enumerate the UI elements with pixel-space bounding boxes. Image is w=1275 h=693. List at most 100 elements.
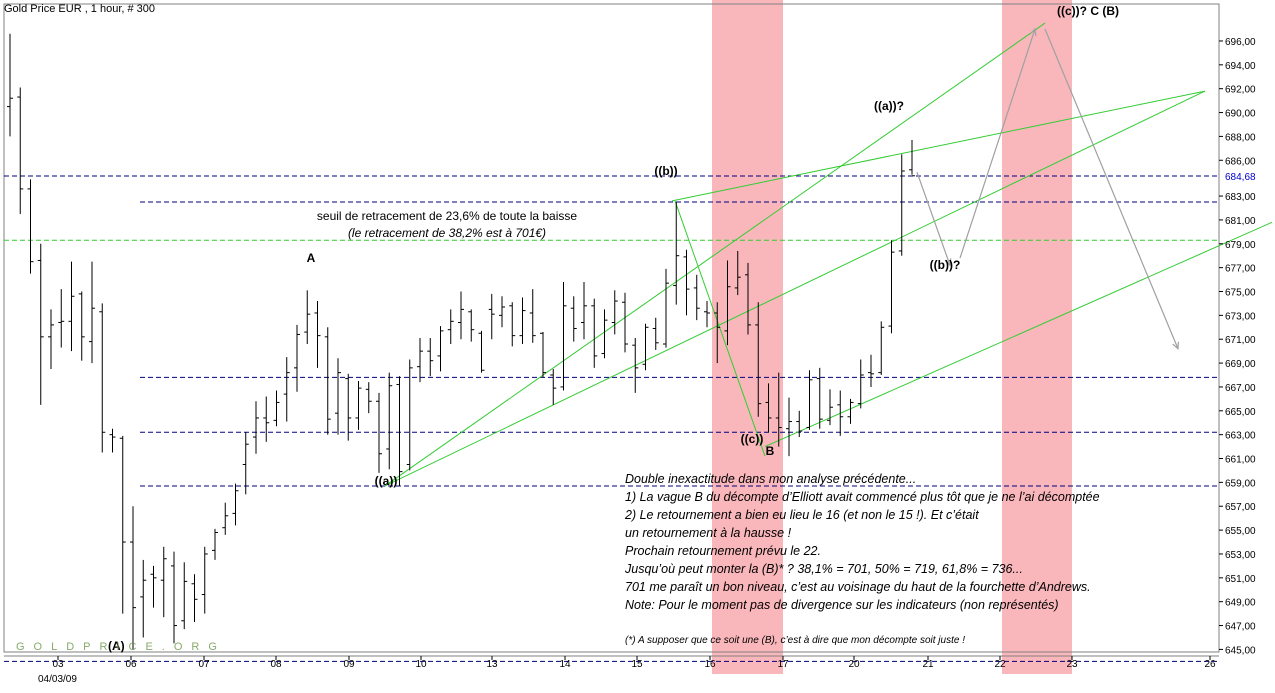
y-tick-label: 671,00 xyxy=(1225,335,1256,346)
ohlc-bar xyxy=(140,559,147,638)
wave-label: (A) xyxy=(108,639,125,653)
ohlc-bar xyxy=(775,372,782,447)
x-tick-label: 08 xyxy=(270,659,282,670)
ohlc-bar xyxy=(222,502,229,535)
wave-line-b-c xyxy=(674,200,766,457)
x-tick-label: 10 xyxy=(415,659,427,670)
y-tick-label: 649,00 xyxy=(1225,598,1256,609)
ohlc-bar xyxy=(755,302,762,417)
x-tick-label: 06 xyxy=(125,659,137,670)
current-price-label: 684,68 xyxy=(1225,172,1256,183)
wave-label: ((a)) xyxy=(375,474,398,488)
ohlc-bar xyxy=(130,506,136,650)
ohlc-bar xyxy=(7,33,13,137)
commentary-line: Prochain retournement prévu le 22. xyxy=(625,544,821,558)
y-tick-label: 679,00 xyxy=(1225,240,1256,251)
y-tick-label: 663,00 xyxy=(1225,431,1256,442)
ohlc-bar xyxy=(294,324,300,392)
x-tick-label: 17 xyxy=(777,659,789,670)
ohlc-bar xyxy=(786,397,792,457)
y-tick-label: 667,00 xyxy=(1225,383,1256,394)
ohlc-bar xyxy=(560,281,567,391)
wave-label: ((c)) xyxy=(741,432,764,446)
ohlc-bar xyxy=(898,154,905,256)
retracement-annotation-line2: (le retracement de 38,2% est à 701€) xyxy=(348,226,546,240)
ohlc-bar xyxy=(304,290,311,344)
projection-arrowhead-1 xyxy=(944,258,952,267)
y-tick-label: 647,00 xyxy=(1225,622,1256,633)
ohlc-bar xyxy=(529,289,536,343)
projection-arrow-3 xyxy=(1044,28,1179,349)
x-tick-label: 22 xyxy=(994,659,1006,670)
ohlc-bar xyxy=(17,87,24,214)
andrews-channel-line-3 xyxy=(764,221,1273,448)
ohlc-bar xyxy=(458,291,464,340)
ohlc-bar xyxy=(273,390,280,427)
wave-label: A xyxy=(307,251,316,265)
projection-arrow-2 xyxy=(959,28,1036,259)
projection-arrowhead-3 xyxy=(1172,341,1179,351)
ohlc-bar xyxy=(673,202,680,305)
x-date-label: 04/03/09 xyxy=(38,674,77,685)
ohlc-bar xyxy=(745,262,751,335)
ohlc-bar xyxy=(652,317,659,350)
andrews-channel-line-1 xyxy=(384,22,1046,487)
ohlc-bar xyxy=(335,358,341,435)
ohlc-bar xyxy=(417,338,423,383)
y-tick-label: 692,00 xyxy=(1225,85,1256,96)
projection-arrowhead-2 xyxy=(1029,27,1037,37)
ohlc-bar xyxy=(499,296,505,328)
ohlc-bar xyxy=(570,296,577,342)
ohlc-bar xyxy=(58,289,65,348)
ohlc-bar xyxy=(857,359,864,409)
ohlc-bar xyxy=(519,297,526,344)
ohlc-bar xyxy=(816,367,823,429)
ohlc-bar xyxy=(642,323,649,371)
wave-label: B xyxy=(766,444,775,458)
y-tick-label: 653,00 xyxy=(1225,550,1256,561)
commentary-line: 1) La vague B du décompte d’Elliott avai… xyxy=(625,490,1100,504)
y-tick-label: 677,00 xyxy=(1225,264,1256,275)
ohlc-bar xyxy=(796,410,803,438)
ohlc-bar xyxy=(283,357,290,422)
y-tick-label: 683,00 xyxy=(1225,192,1256,203)
ohlc-bar xyxy=(396,376,403,486)
wave-label: ((a))? xyxy=(874,99,904,113)
ohlc-bar xyxy=(201,546,208,614)
x-tick-label: 14 xyxy=(559,659,571,670)
ohlc-bar xyxy=(837,390,844,436)
ohlc-bar xyxy=(37,243,44,405)
ohlc-bar xyxy=(827,389,833,426)
ohlc-bar xyxy=(171,551,177,644)
y-tick-label: 686,00 xyxy=(1225,156,1256,167)
ohlc-bar xyxy=(78,291,85,361)
ohlc-bar xyxy=(611,290,618,335)
y-tick-label: 681,00 xyxy=(1225,216,1256,227)
y-tick-label: 675,00 xyxy=(1225,288,1256,299)
x-tick-label: 23 xyxy=(1066,659,1078,670)
ohlc-bar xyxy=(683,249,690,316)
x-tick-label: 15 xyxy=(631,659,643,670)
ohlc-bar xyxy=(550,369,557,405)
ohlc-bar xyxy=(27,179,34,274)
ohlc-bar xyxy=(48,309,54,370)
ohlc-bar xyxy=(99,303,106,453)
wave-label: ((c))? C (B) xyxy=(1057,4,1119,18)
ohlc-bar xyxy=(263,396,270,442)
ohlc-bar xyxy=(242,432,249,495)
ohlc-bar xyxy=(345,373,352,441)
ohlc-bar xyxy=(847,398,854,424)
ohlc-bar xyxy=(437,326,444,372)
footnote: (*) A supposer que ce soit une (B), c’es… xyxy=(625,635,965,646)
ohlc-bar xyxy=(693,274,700,321)
y-tick-label: 673,00 xyxy=(1225,311,1256,322)
ohlc-bar xyxy=(355,380,362,430)
ohlc-bar xyxy=(376,392,382,473)
ohlc-bar xyxy=(406,359,413,471)
plot-frame xyxy=(3,3,1220,653)
ohlc-bar xyxy=(601,309,608,359)
x-tick-label: 26 xyxy=(1204,659,1216,670)
watermark: GOLDPRICE.ORG xyxy=(16,641,226,653)
y-tick-label: 659,00 xyxy=(1225,478,1256,489)
ohlc-bar xyxy=(89,261,95,364)
